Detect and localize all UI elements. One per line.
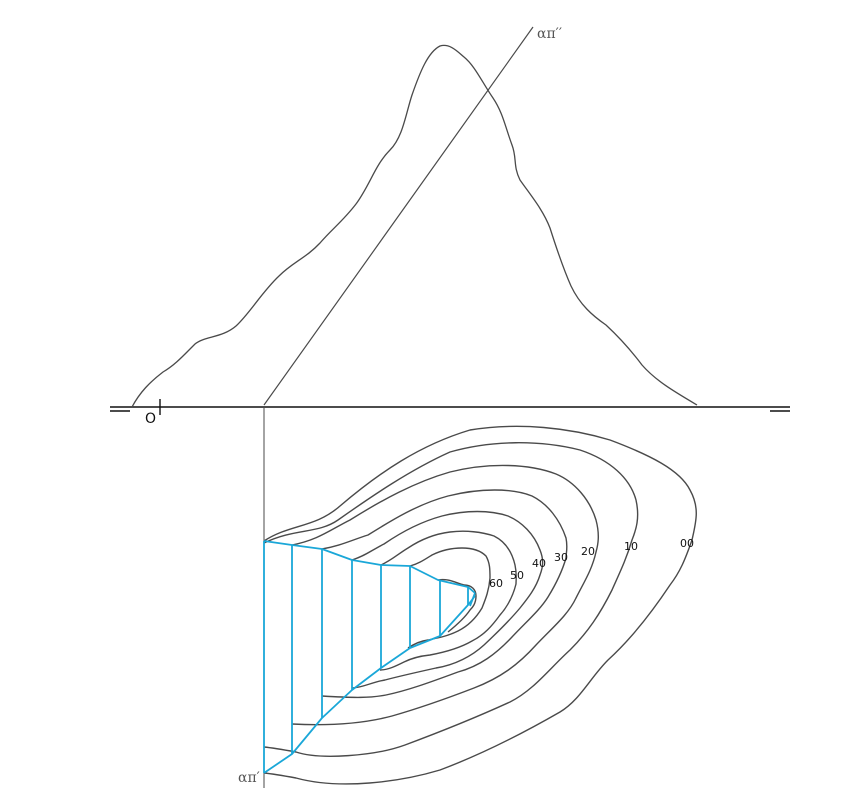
contour-line-20 (291, 464, 599, 726)
trace-vertical-line (263, 26, 534, 406)
contour-line-summit (437, 578, 477, 633)
contour-label-30: 30 (554, 551, 568, 564)
section-line-apex (469, 592, 476, 607)
contour-label-60: 60 (489, 577, 503, 590)
contour-label-40: 40 (532, 557, 546, 570)
contour-line-30 (321, 489, 568, 699)
mountain-profile (131, 44, 698, 408)
contour-label-20: 20 (581, 545, 595, 558)
contour-line-60 (407, 547, 491, 649)
contour-line-10 (263, 442, 639, 757)
contour-label-10: 10 (624, 540, 638, 553)
ground-line (110, 399, 790, 415)
trace-horizontal-label: απ′ (238, 770, 260, 786)
origin-label: O (145, 411, 156, 427)
contour-label-00: 00 (680, 537, 694, 550)
trace-vertical-label: απ′′ (537, 26, 562, 42)
section-construction (263, 540, 476, 774)
section-top-edge (263, 540, 476, 594)
contour-label-50: 50 (510, 569, 524, 582)
contour-line-00 (263, 425, 697, 785)
contour-line-40 (351, 510, 544, 689)
contour-lines (263, 425, 697, 785)
contour-labels: 00 10 20 30 40 50 60 (489, 537, 694, 590)
contour-line-50 (379, 530, 517, 671)
